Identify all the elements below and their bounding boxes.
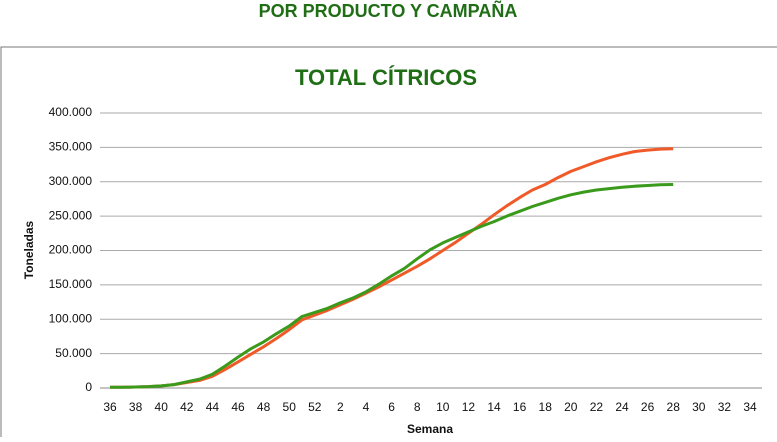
x-tick-label: 18 bbox=[539, 400, 553, 414]
x-tick-label: 6 bbox=[388, 400, 395, 414]
y-tick-label: 50.000 bbox=[55, 346, 92, 360]
chart-frame bbox=[0, 46, 777, 442]
x-tick-label: 26 bbox=[641, 400, 655, 414]
x-tick-label: 4 bbox=[363, 400, 370, 414]
x-tick-label: 20 bbox=[564, 400, 578, 414]
x-tick-label: 12 bbox=[462, 400, 476, 414]
x-tick-label: 48 bbox=[257, 400, 271, 414]
x-tick-label: 34 bbox=[743, 400, 757, 414]
series-line bbox=[110, 183, 674, 389]
y-tick-label: 300.000 bbox=[49, 174, 93, 188]
x-tick-label: 50 bbox=[283, 400, 297, 414]
x-tick-label: 36 bbox=[103, 400, 117, 414]
series-line bbox=[110, 147, 674, 389]
x-tick-label: 38 bbox=[129, 400, 143, 414]
x-tick-label: 52 bbox=[308, 400, 322, 414]
x-tick-label: 16 bbox=[513, 400, 527, 414]
x-tick-label: 14 bbox=[487, 400, 501, 414]
y-axis-title: Toneladas bbox=[22, 220, 36, 279]
y-tick-label: 100.000 bbox=[49, 311, 93, 325]
y-tick-label: 400.000 bbox=[49, 105, 93, 119]
y-tick-label: 350.000 bbox=[49, 140, 93, 154]
y-tick-label: 150.000 bbox=[49, 277, 93, 291]
x-tick-label: 32 bbox=[718, 400, 732, 414]
x-tick-label: 46 bbox=[231, 400, 245, 414]
x-tick-label: 44 bbox=[206, 400, 220, 414]
x-tick-label: 2 bbox=[337, 400, 344, 414]
x-axis-title: Semana bbox=[407, 422, 453, 436]
x-tick-label: 40 bbox=[155, 400, 169, 414]
x-tick-label: 10 bbox=[436, 400, 450, 414]
x-tick-label: 42 bbox=[180, 400, 194, 414]
x-tick-label: 8 bbox=[414, 400, 421, 414]
x-tick-label: 28 bbox=[667, 400, 681, 414]
x-tick-label: 30 bbox=[692, 400, 706, 414]
y-tick-label: 250.000 bbox=[49, 208, 93, 222]
x-tick-label: 24 bbox=[615, 400, 629, 414]
page-header: POR PRODUCTO Y CAMPAÑA bbox=[259, 0, 518, 21]
x-tick-label: 22 bbox=[590, 400, 604, 414]
y-tick-label: 0 bbox=[85, 380, 92, 394]
chart-title: TOTAL CÍTRICOS bbox=[295, 65, 477, 90]
y-tick-label: 200.000 bbox=[49, 243, 93, 257]
